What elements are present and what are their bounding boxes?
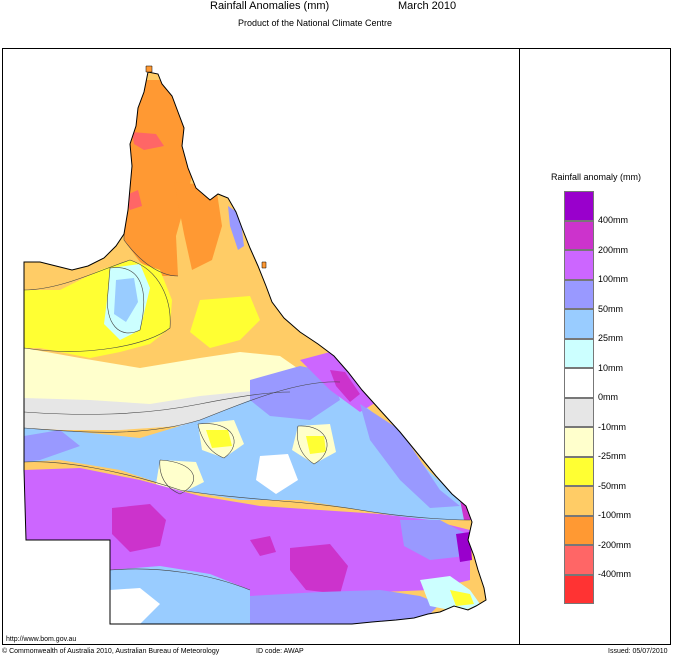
legend-label: 200mm (598, 244, 629, 255)
legend-label: 10mm (598, 362, 624, 373)
legend-label: -400mm (598, 569, 632, 579)
header: Rainfall Anomalies (mm) March 2010 (0, 0, 674, 14)
legend-swatch (564, 515, 594, 545)
map-period: March 2010 (398, 0, 457, 12)
legend-label: 400mm (598, 215, 629, 225)
legend-label: -50mm (598, 480, 627, 491)
legend-title: Rainfall anomaly (mm) (550, 172, 642, 182)
legend-swatch (564, 309, 594, 339)
legend-label: -100mm (598, 510, 632, 520)
map-subtitle: Product of the National Climate Centre (237, 18, 393, 28)
legend-swatch (564, 250, 594, 280)
legend-swatch (564, 545, 594, 575)
legend-label: 100mm (598, 274, 629, 284)
legend-label: -200mm (598, 539, 632, 550)
legend-label: 0mm (598, 392, 618, 402)
legend-swatch (564, 338, 594, 368)
legend-label: -25mm (598, 451, 627, 461)
copyright-notice: © Commonwealth of Australia 2010, Austra… (2, 648, 220, 655)
legend-swatch (564, 486, 594, 516)
legend-label: 50mm (598, 303, 624, 314)
legend-swatch (564, 368, 594, 398)
legend-swatch (564, 220, 594, 250)
legend-label: -10mm (598, 421, 627, 432)
queensland-map (23, 65, 487, 625)
issued-date: Issued: 05/07/2010 (608, 648, 668, 655)
map-legend-divider (519, 48, 520, 645)
id-code: ID code: AWAP (256, 648, 304, 655)
source-url: http://www.bom.gov.au (6, 636, 77, 643)
legend-swatch (564, 191, 594, 221)
map-title: Rainfall Anomalies (mm) (210, 0, 330, 12)
map-frame (2, 48, 671, 645)
legend-swatch (564, 397, 594, 427)
legend-swatch (564, 279, 594, 309)
legend-swatch (564, 427, 594, 457)
legend-swatch (564, 456, 594, 486)
legend-label: 25mm (598, 333, 624, 343)
legend-swatch (564, 574, 594, 604)
